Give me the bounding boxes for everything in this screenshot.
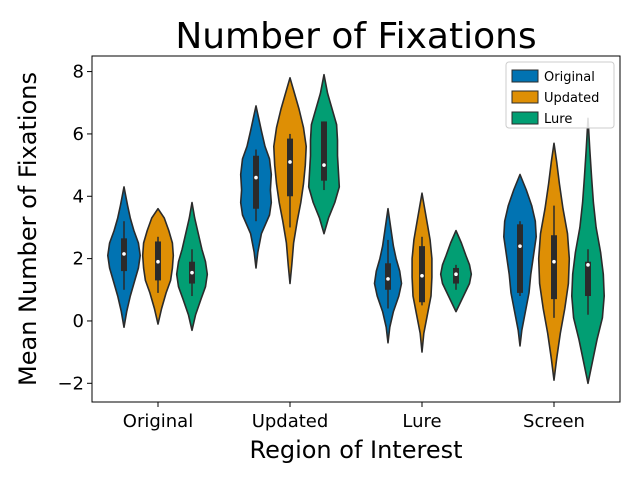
violin-median-point (420, 273, 424, 278)
y-tick-label: 4 (73, 186, 84, 207)
axes: −2 0 2 4 6 8 Original Updated Lure Screen (57, 55, 621, 432)
violin-median-point (454, 272, 458, 276)
violin-iqr-box (585, 261, 591, 297)
legend-label-lure: Lure (544, 112, 572, 127)
y-tick-label: 2 (73, 249, 84, 270)
legend-swatch-original (511, 69, 539, 83)
x-axis-title: Region of Interest (249, 436, 462, 464)
y-axis-title: Mean Number of Fixations (14, 72, 42, 386)
violin-iqr-box (517, 224, 523, 293)
y-tick-label: 6 (73, 124, 84, 145)
legend-label-updated: Updated (544, 91, 599, 106)
violin-median-point (190, 270, 194, 275)
x-tick-label: Updated (252, 411, 329, 432)
violin-iqr-box (385, 263, 391, 290)
violin-median-point (322, 163, 326, 167)
legend: Original Updated Lure (505, 61, 615, 129)
chart-title: Number of Fixations (175, 16, 536, 57)
violin-median-point (122, 252, 126, 256)
plot-area (107, 73, 605, 385)
legend-swatch-updated (511, 90, 539, 104)
x-tick-label: Screen (523, 411, 585, 432)
violin-iqr-box (551, 235, 557, 300)
violin-iqr-box (253, 155, 259, 209)
violin-median-point (254, 175, 258, 180)
axes-frame (91, 55, 621, 403)
violin-iqr-box (321, 121, 327, 181)
violin-median-point (586, 263, 590, 267)
x-tick-label: Original (123, 411, 193, 432)
violin-median-point (386, 277, 390, 281)
violin-iqr-box (287, 138, 293, 197)
y-tick-label: −2 (57, 373, 84, 394)
legend-swatch-lure (511, 111, 539, 125)
violin-median-point (156, 259, 160, 264)
x-tick-label: Lure (402, 411, 441, 432)
y-tick-label: 8 (73, 62, 84, 83)
violin-median-point (288, 160, 292, 164)
y-tick-label: 0 (73, 311, 84, 332)
violin-median-point (518, 244, 522, 248)
legend-label-original: Original (544, 70, 595, 85)
violin-median-point (552, 259, 556, 264)
